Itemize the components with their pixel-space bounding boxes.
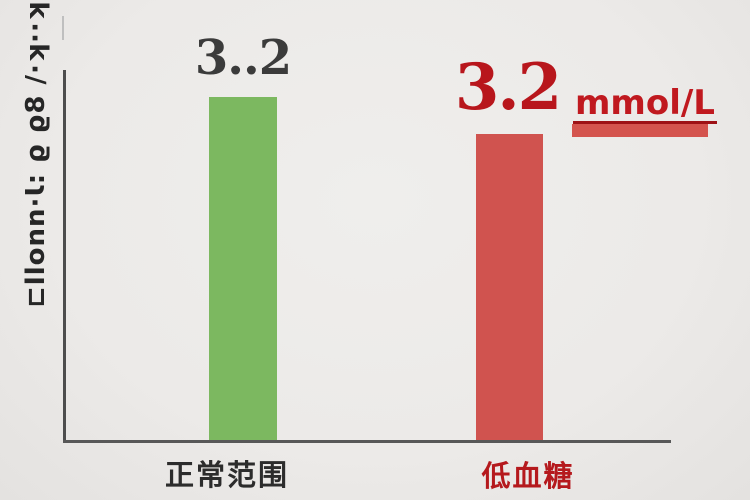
x-axis-line — [63, 440, 671, 443]
value-label-hypoglycemia: 3.2 — [454, 50, 562, 125]
bar-hypoglycemia — [476, 134, 543, 440]
unit-highlight-band — [572, 124, 708, 137]
category-label-normal-range: 正常范围 — [164, 458, 289, 492]
y-axis-label: ⊏llonn·Ɩ: ϱ ϱ8 /·ʞ··ʞ:ϛ.Ɩ. — [21, 0, 51, 308]
y-axis-line — [63, 70, 66, 441]
value-label-normal-range: 3..2 — [194, 30, 292, 86]
unit-label-mmol-per-l: mmol/L — [573, 83, 717, 124]
bar-normal-range — [209, 97, 277, 440]
category-label-hypoglycemia: 低血糖 — [481, 459, 575, 493]
y-axis-faint-tick — [62, 16, 64, 40]
